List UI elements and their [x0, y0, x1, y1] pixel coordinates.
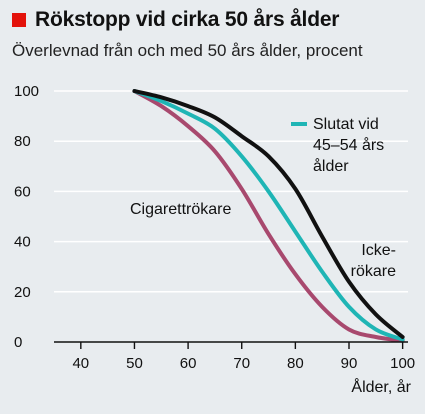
y-tick-label-100: 100: [14, 83, 39, 100]
x-tick-label-60: 60: [180, 355, 197, 372]
x-tick-label-80: 80: [287, 355, 304, 372]
chart-subtitle: Överlevnad från och med 50 års ålder, pr…: [12, 41, 363, 60]
chart-title: Rökstopp vid cirka 50 års ålder: [35, 8, 340, 31]
y-tick-label-80: 80: [14, 133, 31, 150]
series-label-cigarettrokare-0: Cigarettrökare: [130, 201, 231, 218]
series-line-cigarettrokare: [132, 89, 405, 343]
title-square-icon: [12, 13, 26, 27]
x-tick-label-100: 100: [390, 355, 415, 372]
y-tick-label-60: 60: [14, 183, 31, 200]
series-label-slutat-1: 45–54 års: [313, 136, 384, 154]
series-label-icke-rokare-1: rökare: [351, 263, 396, 280]
y-tick-label-0: 0: [14, 334, 22, 351]
series-label-slutat-2: ålder: [313, 157, 349, 175]
series-layer: [132, 89, 405, 343]
y-tick-label-20: 20: [14, 284, 31, 301]
x-tick-label-90: 90: [341, 355, 358, 372]
x-tick-label-50: 50: [126, 355, 143, 372]
x-tick-label-40: 40: [72, 355, 89, 372]
title-row: Rökstopp vid cirka 50 års ålder: [12, 8, 339, 32]
axis-layer: 0 20 40 60 80 100 40 50 60 70 80 90 100 Ålder, år: [14, 83, 415, 396]
series-line-slutat: [132, 89, 405, 342]
series-line-icke-rokare: [132, 89, 405, 339]
x-tick-label-70: 70: [233, 355, 250, 372]
y-tick-label-40: 40: [14, 234, 31, 251]
series-label-slutat-0: Slutat vid: [313, 116, 379, 133]
grid-layer: [54, 90, 408, 293]
x-axis-label: Ålder, år: [351, 377, 411, 396]
series-label-icke-rokare-0: Icke-: [361, 242, 396, 259]
annotation-layer: Icke-rökare Slutat vid 45–54 års ålder Cigar…: [130, 116, 396, 280]
